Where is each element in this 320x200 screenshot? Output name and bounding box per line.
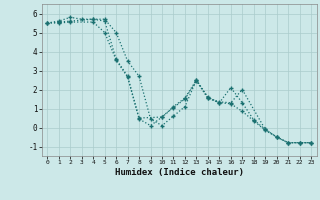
X-axis label: Humidex (Indice chaleur): Humidex (Indice chaleur) bbox=[115, 168, 244, 177]
